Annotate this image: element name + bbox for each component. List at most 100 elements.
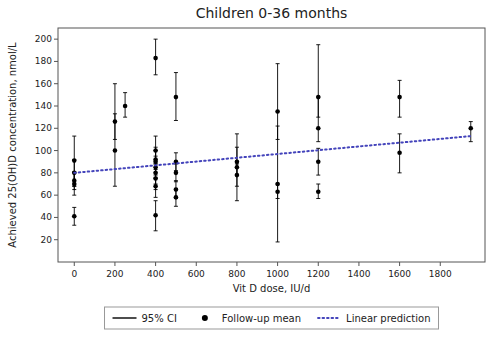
error-bar-cap xyxy=(316,198,320,199)
error-bar xyxy=(276,126,280,242)
x-tick xyxy=(155,262,156,266)
y-tick xyxy=(54,106,58,107)
point xyxy=(174,187,179,192)
x-tick xyxy=(399,262,400,266)
point xyxy=(235,159,240,164)
legend-item: Linear prediction xyxy=(318,313,430,324)
prediction-line xyxy=(74,136,471,173)
legend-label: 95% CI xyxy=(142,313,177,324)
error-bar-cap xyxy=(154,39,158,40)
plot-area xyxy=(72,39,473,242)
error-bar-cap xyxy=(316,175,320,176)
error-bar xyxy=(154,201,158,231)
error-bar-cap xyxy=(398,133,402,134)
error-bar xyxy=(154,136,158,164)
error-bar-cap xyxy=(174,206,178,207)
error-bar-cap xyxy=(316,141,320,142)
error-bar-cap xyxy=(235,133,239,134)
point xyxy=(397,151,402,156)
plot-frame xyxy=(58,28,485,262)
error-bar-cap xyxy=(235,200,239,201)
y-tick-label: 80 xyxy=(41,168,53,178)
error-bar-cap xyxy=(123,117,127,118)
error-bar-stem xyxy=(114,84,115,140)
error-bar xyxy=(316,184,320,198)
error-bar-cap xyxy=(276,241,280,242)
error-bar-cap xyxy=(154,136,158,137)
y-tick-label: 160 xyxy=(35,79,52,89)
point xyxy=(72,182,77,187)
x-tick-label: 400 xyxy=(147,269,164,279)
legend-swatch-marker xyxy=(202,315,208,321)
error-bar-cap xyxy=(154,200,158,201)
x-tick-label: 1400 xyxy=(347,269,370,279)
error-bar-cap xyxy=(174,72,178,73)
point xyxy=(174,171,179,176)
y-tick xyxy=(54,128,58,129)
error-bar xyxy=(123,93,127,118)
y-tick-label: 140 xyxy=(35,101,52,111)
error-bar-cap xyxy=(113,139,117,140)
point xyxy=(153,176,158,181)
legend-swatch-line xyxy=(113,317,137,318)
x-tick-label: 1200 xyxy=(307,269,330,279)
point xyxy=(153,184,158,189)
point xyxy=(174,95,179,100)
error-bar xyxy=(154,151,158,176)
point xyxy=(153,213,158,218)
point xyxy=(316,190,321,195)
error-bar-cap xyxy=(72,195,76,196)
error-bar-cap xyxy=(72,136,76,137)
error-bar-cap xyxy=(72,207,76,208)
legend-swatch-line xyxy=(318,317,340,319)
error-bar xyxy=(174,164,178,182)
error-bar-cap xyxy=(154,147,158,148)
x-tick-label: 800 xyxy=(228,269,245,279)
x-tick-label: 1800 xyxy=(429,269,452,279)
y-tick xyxy=(54,217,58,218)
error-bar xyxy=(72,136,76,186)
point xyxy=(397,95,402,100)
y-tick-label: 20 xyxy=(41,235,53,245)
point xyxy=(113,119,118,124)
error-bar-cap xyxy=(174,120,178,121)
error-bar xyxy=(113,84,117,140)
error-bar-cap xyxy=(154,197,158,198)
y-tick-label: 100 xyxy=(35,146,52,156)
x-tick xyxy=(196,262,197,266)
x-tick xyxy=(277,262,278,266)
legend-item: 95% CI xyxy=(113,313,177,324)
error-bar-cap xyxy=(72,225,76,226)
y-tick-label: 200 xyxy=(35,34,52,44)
error-bar-stem xyxy=(470,122,471,142)
legend-label: Linear prediction xyxy=(346,313,430,324)
point xyxy=(153,159,158,164)
legend-frame xyxy=(105,307,439,329)
legend: 95% CIFollow-up meanLinear prediction xyxy=(105,307,439,329)
error-bar xyxy=(469,122,473,142)
point xyxy=(113,148,118,153)
error-bar-cap xyxy=(154,74,158,75)
y-tick xyxy=(54,195,58,196)
x-tick xyxy=(114,262,115,266)
x-tick-label: 1600 xyxy=(388,269,411,279)
error-bar xyxy=(154,170,158,190)
error-bar-cap xyxy=(113,83,117,84)
error-bar xyxy=(174,73,178,121)
title: Children 0-36 months xyxy=(196,5,348,21)
legend-swatch xyxy=(318,318,340,319)
error-bar xyxy=(154,147,158,173)
legend-swatch xyxy=(202,315,208,321)
x-axis-label: Vit D dose, IU/d xyxy=(233,283,311,294)
error-bar xyxy=(154,156,158,178)
point xyxy=(275,190,280,195)
x-tick xyxy=(318,262,319,266)
error-bar xyxy=(235,134,239,201)
legend-swatch xyxy=(113,318,137,319)
y-tick-label: 120 xyxy=(35,123,52,133)
point xyxy=(275,109,280,114)
point xyxy=(153,148,158,153)
point xyxy=(468,126,473,131)
error-bar-cap xyxy=(154,230,158,231)
point xyxy=(153,56,158,61)
